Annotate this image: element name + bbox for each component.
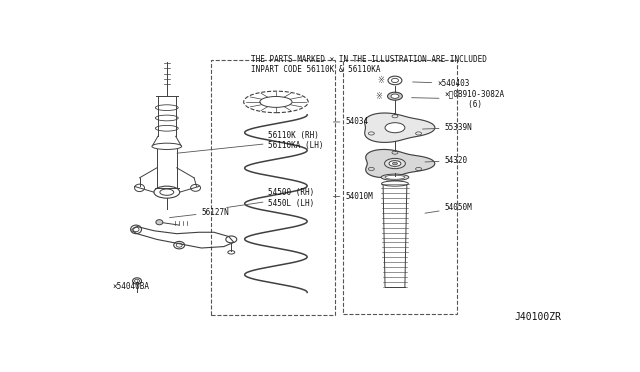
Text: INPART CODE 56110K & 56110KA: INPART CODE 56110K & 56110KA <box>251 65 381 74</box>
Ellipse shape <box>388 92 403 100</box>
Text: ※: ※ <box>376 92 383 101</box>
Text: 54034: 54034 <box>333 118 369 126</box>
Text: 54500 (RH)
5450L (LH): 54500 (RH) 5450L (LH) <box>227 188 315 208</box>
Ellipse shape <box>385 175 405 179</box>
Text: ×ⓝ0B910-3082A
     (6): ×ⓝ0B910-3082A (6) <box>412 89 505 109</box>
Ellipse shape <box>156 219 163 225</box>
Ellipse shape <box>392 162 397 165</box>
Text: THE PARTS MARKED × IN THE ILLUSTRATION ARE INCLUDED: THE PARTS MARKED × IN THE ILLUSTRATION A… <box>251 55 487 64</box>
Ellipse shape <box>381 181 408 186</box>
Polygon shape <box>365 150 435 177</box>
Text: ※: ※ <box>377 76 384 85</box>
Text: J40100ZR: J40100ZR <box>514 312 561 323</box>
Ellipse shape <box>389 161 401 166</box>
Text: ×540403: ×540403 <box>413 79 470 88</box>
Ellipse shape <box>391 94 399 98</box>
Polygon shape <box>365 113 435 142</box>
Text: 56110K (RH)
56110KA (LH): 56110K (RH) 56110KA (LH) <box>177 131 324 153</box>
Text: 54010M: 54010M <box>333 192 373 201</box>
Ellipse shape <box>381 174 409 180</box>
Text: 54050M: 54050M <box>425 203 472 213</box>
Text: 55339N: 55339N <box>422 123 472 132</box>
Text: ×54040BA: ×54040BA <box>112 282 149 291</box>
Ellipse shape <box>385 123 405 133</box>
Text: 54320: 54320 <box>425 156 468 165</box>
Ellipse shape <box>385 158 405 169</box>
Text: 56127N: 56127N <box>170 208 229 218</box>
